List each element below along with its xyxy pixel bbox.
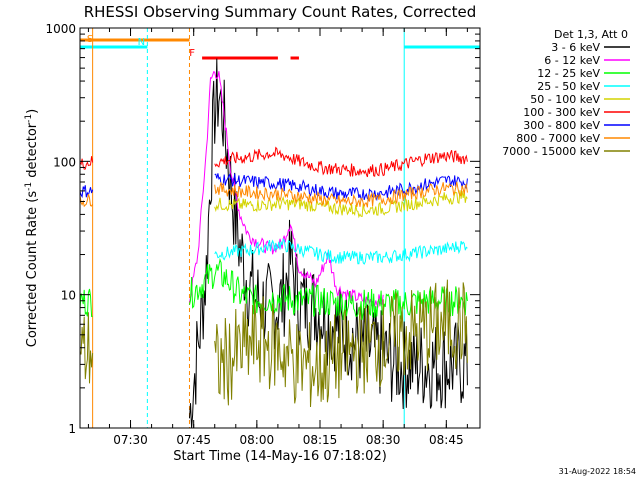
y-tick-label-1: 10 <box>61 289 76 303</box>
series-line-2-seg-1 <box>189 257 468 321</box>
series-line-8-seg-2 <box>214 279 468 408</box>
x-axis-label: Start Time (14-May-16 07:18:02) <box>173 449 387 464</box>
y-tick-label-0: 1 <box>68 422 76 436</box>
series-line-3-seg-1 <box>214 238 468 265</box>
series-line-5-seg-0 <box>79 156 94 170</box>
series-line-7-seg-0 <box>79 193 94 208</box>
series-line-1-seg-0 <box>189 71 384 308</box>
legend-label-5: 100 - 300 keV <box>523 106 600 119</box>
series-line-5-seg-2 <box>214 146 468 178</box>
y-axis-label-part-1: -1 <box>24 182 34 191</box>
series-line-4-seg-1 <box>214 190 468 219</box>
y-axis-label-part-2: detector <box>25 122 40 182</box>
y-axis-label-part-0: Corrected Count Rate (s <box>25 191 40 348</box>
series-line-7-seg-2 <box>214 181 468 208</box>
y-tick-label-2: 100 <box>53 155 76 169</box>
legend-label-0: 3 - 6 keV <box>551 41 600 54</box>
y-tick-label-3: 1000 <box>45 22 76 36</box>
legend-label-3: 25 - 50 keV <box>537 80 600 93</box>
y-axis-label: Corrected Count Rate (s-1 detector-1) <box>24 109 40 347</box>
x-tick-label-3: 08:15 <box>303 433 338 447</box>
legend-label-1: 6 - 12 keV <box>544 54 600 67</box>
y-axis-label-part-3: -1 <box>24 114 34 123</box>
footer-timestamp: 31-Aug-2022 18:54 <box>559 467 636 476</box>
legend-header: Det 1,3, Att 0 <box>554 28 628 41</box>
series-line-6-seg-0 <box>79 185 94 199</box>
x-tick-label-1: 07:45 <box>176 433 211 447</box>
legend-label-7: 800 - 7000 keV <box>516 132 600 145</box>
y-axis-label-part-4: ) <box>25 109 40 114</box>
x-tick-label-4: 08:30 <box>366 433 401 447</box>
legend-label-6: 300 - 800 keV <box>523 119 600 132</box>
x-tick-label-2: 08:00 <box>240 433 275 447</box>
x-tick-label-5: 08:45 <box>429 433 464 447</box>
series-line-8-seg-0 <box>79 312 94 384</box>
plot-frame <box>79 27 481 429</box>
flag-label-s: S <box>87 34 93 45</box>
flag-label-f: F <box>189 48 195 59</box>
series-line-6-seg-2 <box>214 173 468 202</box>
legend-label-2: 12 - 25 keV <box>537 67 600 80</box>
legend-label-8: 7000 - 15000 keV <box>502 145 600 158</box>
series-line-2-seg-0 <box>79 288 93 318</box>
chart-title: RHESSI Observing Summary Count Rates, Co… <box>84 3 477 21</box>
flag-label-n: N <box>138 37 145 48</box>
x-tick-label-0: 07:30 <box>113 433 148 447</box>
legend-label-4: 50 - 100 keV <box>530 93 600 106</box>
